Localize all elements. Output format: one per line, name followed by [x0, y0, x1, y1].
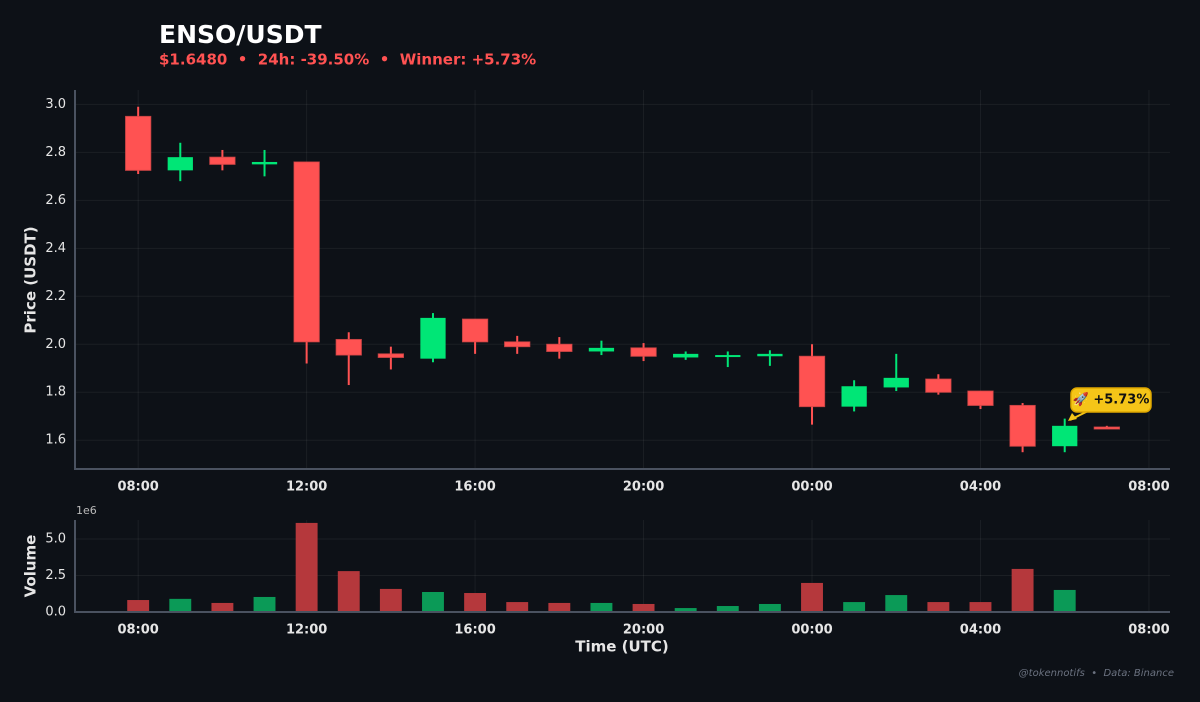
- x-tick-label: 08:00: [1128, 480, 1169, 495]
- footer: @tokennotifs • Data: Binance: [1019, 668, 1174, 679]
- y-tick-label: 2.8: [45, 145, 66, 160]
- x-tick-label: 12:00: [286, 480, 327, 495]
- candle-body: [335, 338, 362, 356]
- axis-offset-label: 1e6: [76, 504, 97, 517]
- candle-body: [841, 386, 867, 407]
- candle-body: [420, 317, 446, 359]
- volume-bar: [337, 571, 360, 612]
- x-axis-title: Time (UTC): [575, 638, 669, 656]
- candle-body: [251, 161, 278, 165]
- volume-bar: [801, 582, 823, 612]
- volume-bar: [843, 602, 866, 612]
- x-tick-label: 00:00: [791, 623, 832, 638]
- volume-bar: [674, 608, 697, 612]
- candle-body: [1009, 404, 1036, 447]
- candle-body: [546, 343, 573, 352]
- candle-body: [125, 115, 152, 171]
- candle-body: [883, 377, 909, 388]
- volume-bar: [632, 603, 655, 612]
- candle-body: [630, 347, 657, 357]
- y-axis-title: Volume: [22, 535, 40, 598]
- volume-bar: [127, 600, 150, 612]
- volume-bar: [590, 602, 613, 612]
- y-tick-label: 1.6: [45, 433, 66, 448]
- y-tick-label: 2.6: [45, 193, 66, 208]
- candle-body: [1052, 425, 1078, 447]
- candle-body: [588, 347, 615, 352]
- x-tick-label: 08:00: [117, 623, 158, 638]
- candle-body: [293, 161, 320, 343]
- y-tick-label: 2.2: [45, 289, 66, 304]
- x-tick-label: 04:00: [960, 623, 1001, 638]
- volume-bar: [885, 595, 908, 612]
- volume-bar: [295, 522, 318, 612]
- volume-bar: [211, 602, 234, 612]
- y-axis-title: Price (USDT): [22, 226, 40, 333]
- candle-body: [673, 353, 699, 358]
- candle-body: [967, 390, 994, 406]
- y-tick-label: 3.0: [45, 97, 66, 112]
- annotation-box: [1070, 387, 1152, 413]
- y-tick-label: 5.0: [45, 531, 66, 546]
- volume-bar: [1053, 589, 1076, 612]
- y-tick-label: 2.0: [45, 337, 66, 352]
- chart-subtitle: $1.6480 • 24h: -39.50% • Winner: +5.73%: [159, 51, 536, 69]
- y-tick-label: 2.5: [45, 568, 66, 583]
- volume-bar: [169, 598, 192, 612]
- volume-bar: [379, 588, 402, 612]
- chart-title: ENSO/USDT: [159, 20, 322, 49]
- volume-bar: [506, 602, 529, 612]
- volume-bar: [927, 602, 950, 612]
- volume-bar: [464, 593, 487, 612]
- x-tick-label: 12:00: [286, 623, 327, 638]
- volume-bar: [422, 591, 444, 612]
- candle-body: [715, 355, 741, 358]
- y-tick-label: 0.0: [45, 605, 66, 620]
- y-tick-label: 1.8: [45, 385, 66, 400]
- x-tick-label: 16:00: [454, 623, 495, 638]
- candle-body: [504, 341, 531, 348]
- volume-bar: [548, 602, 571, 612]
- x-tick-label: 20:00: [623, 623, 664, 638]
- volume-bar: [969, 602, 992, 612]
- annotation-arrowhead: [1068, 413, 1077, 421]
- x-tick-label: 08:00: [1128, 623, 1169, 638]
- x-tick-label: 16:00: [454, 480, 495, 495]
- candle-body: [925, 378, 952, 393]
- volume-bar: [1011, 568, 1034, 612]
- x-tick-label: 20:00: [623, 480, 664, 495]
- candle-body: [1093, 426, 1120, 430]
- candle-body: [209, 156, 236, 165]
- annotation: 🚀 +5.73%: [1073, 392, 1150, 408]
- candle-body: [167, 157, 193, 171]
- x-tick-label: 00:00: [791, 480, 832, 495]
- candle-body: [757, 353, 783, 357]
- candle-body: [798, 355, 826, 408]
- candle-body: [461, 318, 489, 343]
- volume-bar: [716, 606, 739, 612]
- volume-bar: [758, 603, 781, 612]
- volume-bar: [253, 596, 276, 612]
- y-tick-label: 2.4: [45, 241, 66, 256]
- x-tick-label: 04:00: [960, 480, 1001, 495]
- x-tick-label: 08:00: [117, 480, 158, 495]
- candle-body: [377, 353, 405, 358]
